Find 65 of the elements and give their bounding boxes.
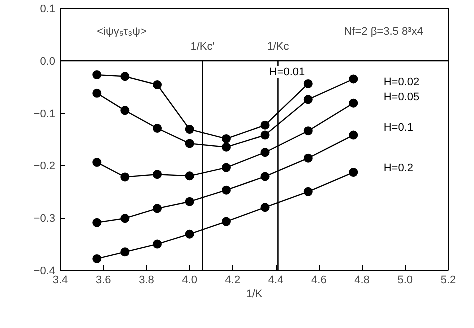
point	[153, 240, 162, 249]
point	[349, 168, 358, 178]
point	[153, 80, 162, 90]
text: H=0.1	[384, 122, 414, 134]
point	[260, 120, 270, 130]
point	[349, 74, 358, 84]
series-label: H=0.01	[269, 66, 306, 78]
point	[222, 163, 231, 172]
annotation: <iψγ₅τ₃ψ>	[97, 26, 147, 38]
point	[185, 125, 194, 134]
point	[120, 106, 130, 116]
point	[92, 158, 102, 168]
point	[120, 248, 130, 257]
x-tick-label: 3.6	[96, 274, 112, 286]
point	[304, 79, 313, 88]
point	[304, 154, 313, 163]
y-tick-label: −0.1	[34, 108, 56, 120]
point	[120, 214, 130, 224]
point	[260, 130, 270, 140]
point	[185, 230, 194, 239]
point	[92, 218, 102, 228]
point	[349, 98, 358, 108]
point	[222, 134, 231, 144]
point	[260, 203, 270, 212]
x-tick-label: 3.4	[52, 274, 68, 286]
point	[222, 142, 231, 152]
text: H=0.02	[384, 76, 420, 88]
point	[153, 204, 162, 214]
point	[120, 72, 130, 82]
x-tick-label: 5.2	[440, 274, 456, 286]
y-tick-label: 0.0	[40, 56, 56, 68]
point	[153, 124, 162, 133]
x-tick-label: 4.8	[354, 274, 370, 286]
point	[92, 254, 102, 264]
y-tick-label: −0.2	[34, 160, 56, 173]
point	[304, 95, 313, 104]
point	[222, 186, 231, 195]
text: H=0.05	[384, 92, 420, 104]
point	[349, 130, 358, 140]
point	[185, 172, 194, 181]
x-tick-label: 4.4	[268, 274, 284, 286]
ref-line-label: 1/Kc	[267, 41, 290, 54]
annotation: Nf=2 β=3.5 8³x4	[344, 26, 424, 38]
x-axis-title: 1/K	[246, 288, 264, 300]
point	[185, 197, 194, 206]
x-tick-label: 4.0	[182, 274, 198, 286]
text: H=0.2	[384, 162, 414, 174]
point	[92, 88, 102, 98]
y-tick-label: −0.4	[34, 266, 56, 278]
point	[304, 126, 313, 136]
point	[92, 70, 102, 80]
point	[120, 172, 130, 182]
y-tick-label: −0.3	[34, 213, 56, 226]
x-tick-label: 4.6	[312, 274, 327, 286]
point	[260, 148, 270, 158]
ref-line-label: 1/Kc'	[190, 41, 215, 54]
point	[304, 187, 313, 196]
point	[222, 217, 231, 226]
y-tick-label: 0.1	[40, 4, 56, 16]
x-tick-label: 3.8	[139, 274, 154, 286]
point	[153, 170, 162, 180]
point	[185, 139, 194, 148]
x-tick-label: 5.0	[398, 274, 414, 286]
point	[260, 172, 270, 182]
x-tick-label: 4.2	[225, 274, 241, 286]
